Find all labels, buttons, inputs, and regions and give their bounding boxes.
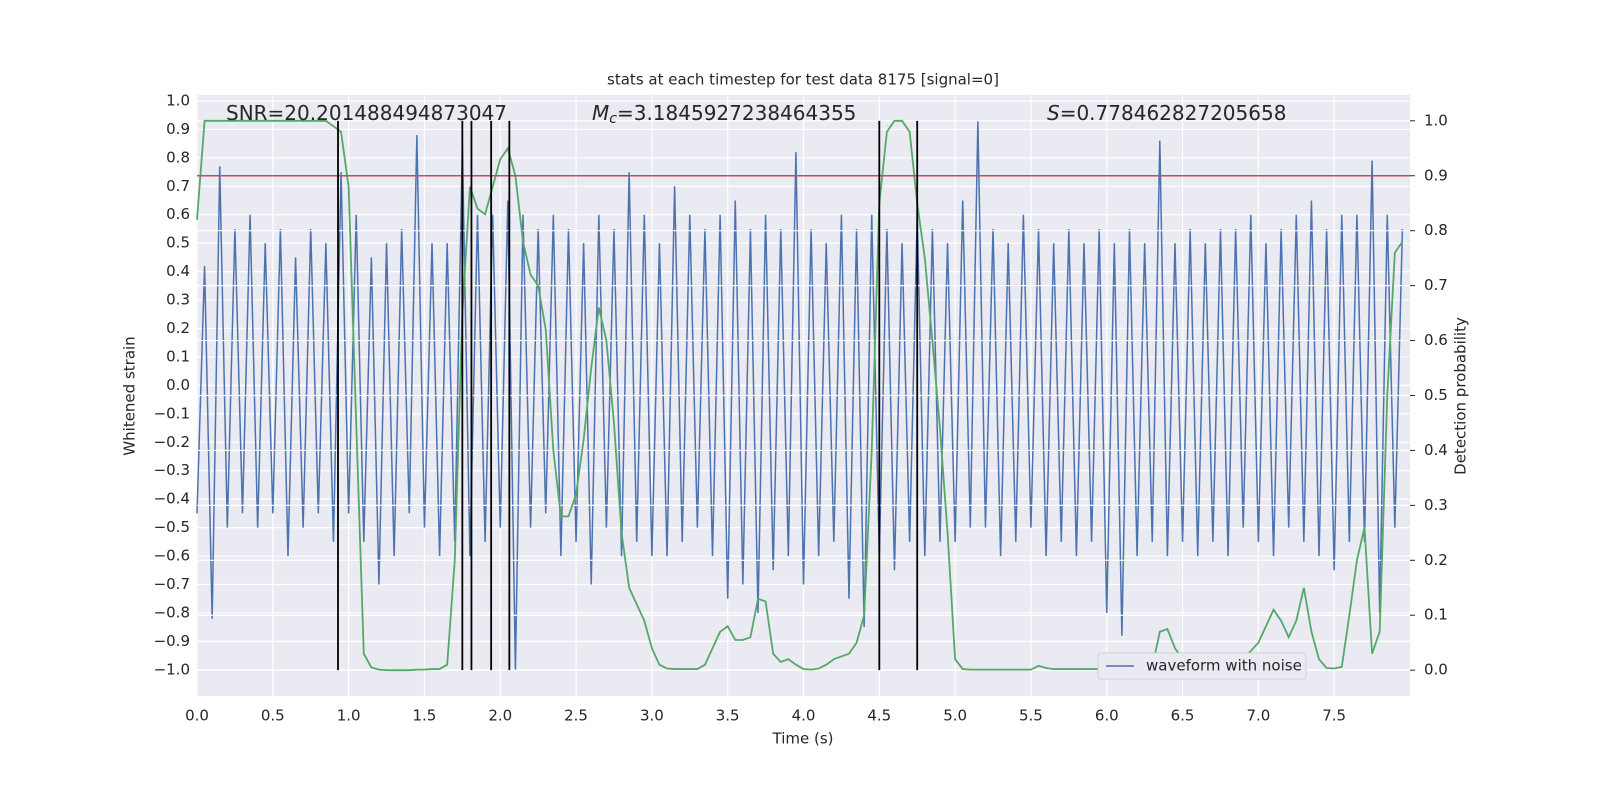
annotation: SNR=20.201488494873047 xyxy=(226,101,507,125)
x-tick-label: 5.0 xyxy=(943,707,967,725)
y-tick-label: 0.4 xyxy=(166,262,190,280)
legend-label: waveform with noise xyxy=(1146,657,1302,675)
y-tick-label: 0.3 xyxy=(166,291,190,309)
y2-tick-label: 0.7 xyxy=(1424,276,1448,294)
x-tick-label: 7.5 xyxy=(1322,707,1346,725)
y-tick-label: 0.7 xyxy=(166,177,190,195)
x-tick-label: 6.5 xyxy=(1171,707,1195,725)
y-tick-label: −0.1 xyxy=(154,404,190,422)
annotation-part: S xyxy=(1047,101,1060,125)
y-tick-label: −0.5 xyxy=(154,518,190,536)
x-tick-label: 2.5 xyxy=(564,707,588,725)
y-tick-label: −0.7 xyxy=(154,575,190,593)
x-tick-label: 0.5 xyxy=(261,707,285,725)
annotation-part: c xyxy=(609,111,617,127)
x-tick-label: 1.5 xyxy=(413,707,437,725)
y2-tick-label: 0.3 xyxy=(1424,496,1448,514)
x-tick-label: 3.0 xyxy=(640,707,664,725)
x-tick-label: 5.5 xyxy=(1019,707,1043,725)
x-tick-label: 2.0 xyxy=(488,707,512,725)
annotation-part: =3.1845927238464355 xyxy=(617,101,856,125)
annotation-part: SNR=20.201488494873047 xyxy=(226,101,507,125)
y2-tick-label: 0.9 xyxy=(1424,166,1448,184)
annotation: S=0.778462827205658 xyxy=(1047,101,1286,125)
data-line xyxy=(196,120,1404,670)
y-tick-label: 0.0 xyxy=(166,376,190,394)
x-tick-label: 3.5 xyxy=(716,707,740,725)
y-tick-label: 1.0 xyxy=(166,91,190,109)
x-tick-label: 4.0 xyxy=(792,707,816,725)
x-tick-label: 7.0 xyxy=(1246,707,1270,725)
x-tick-label: 6.0 xyxy=(1095,707,1119,725)
x-axis-label: Time (s) xyxy=(772,730,834,748)
y-tick-label: −0.9 xyxy=(154,632,190,650)
annotation-part: =0.778462827205658 xyxy=(1060,101,1287,125)
y-tick-label: −0.4 xyxy=(154,490,190,508)
annotation-part: M xyxy=(592,101,609,125)
y2-tick-label: 0.1 xyxy=(1424,606,1448,624)
y-tick-label: −0.8 xyxy=(154,603,190,621)
y2-tick-label: 1.0 xyxy=(1424,111,1448,129)
y-tick-label: 0.8 xyxy=(166,148,190,166)
y-tick-label: 0.9 xyxy=(166,120,190,138)
x-tick-label: 0.0 xyxy=(185,707,209,725)
y-tick-label: −0.2 xyxy=(154,433,190,451)
y2-axis-label: Detection probability xyxy=(1452,317,1470,475)
y-tick-label: −1.0 xyxy=(154,660,190,678)
y-tick-label: 0.6 xyxy=(166,205,190,223)
y-tick-label: 0.1 xyxy=(166,347,190,365)
y-tick-label: 0.2 xyxy=(166,319,190,337)
x-tick-label: 4.5 xyxy=(867,707,891,725)
y2-tick-label: 0.0 xyxy=(1424,661,1448,679)
y-tick-label: −0.3 xyxy=(154,461,190,479)
y2-tick-label: 0.8 xyxy=(1424,221,1448,239)
legend-box xyxy=(1097,652,1307,680)
annotation: Mc=3.1845927238464355 xyxy=(592,101,856,128)
y-tick-label: 0.5 xyxy=(166,234,190,252)
y-tick-label: −0.6 xyxy=(154,547,190,565)
chart-title: stats at each timestep for test data 817… xyxy=(607,71,999,89)
y2-tick-label: 0.6 xyxy=(1424,331,1448,349)
y-axis-label: Whitened strain xyxy=(121,336,139,455)
y2-tick-label: 0.5 xyxy=(1424,386,1448,404)
x-tick-label: 1.0 xyxy=(337,707,361,725)
y2-tick-label: 0.2 xyxy=(1424,551,1448,569)
y2-tick-label: 0.4 xyxy=(1424,441,1448,459)
